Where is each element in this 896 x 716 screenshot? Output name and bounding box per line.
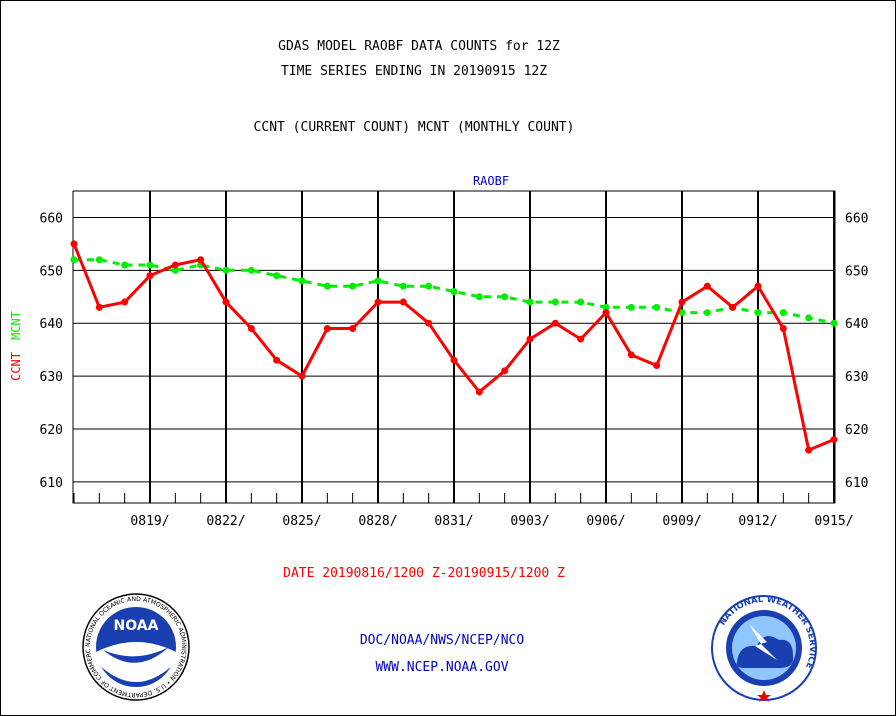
data-point-ccnt [526, 335, 534, 343]
data-point-ccnt [197, 256, 205, 264]
data-point-mcnt [475, 293, 483, 301]
x-tick-label: 0903/ [510, 514, 549, 529]
data-point-mcnt [298, 277, 306, 285]
data-point-ccnt [121, 298, 129, 306]
y-axis-label-mcnt: MCNT [9, 311, 23, 340]
y-tick-label-right: 620 [845, 423, 868, 438]
data-point-ccnt [703, 282, 711, 290]
y-tick-label-left: 620 [40, 423, 63, 438]
y-tick-label-left: 650 [40, 264, 63, 279]
x-tick-label: 0825/ [282, 514, 321, 529]
noaa-wordmark: NOAA [114, 618, 159, 634]
data-point-ccnt [501, 367, 509, 375]
data-point-mcnt [754, 309, 762, 317]
x-tick-label: 0831/ [434, 514, 473, 529]
data-point-ccnt [425, 319, 433, 327]
noaa-logo: NOAA NATIONAL OCEANIC AND ATMOSPHERIC AD… [81, 592, 190, 701]
nws-logo: NATIONAL WEATHER SERVICE [711, 595, 817, 702]
data-point-mcnt [627, 303, 635, 311]
data-point-mcnt [526, 298, 534, 306]
data-point-mcnt [222, 266, 230, 274]
data-point-mcnt [678, 309, 686, 317]
org-label: DOC/NOAA/NWS/NCEP/NCO [359, 633, 525, 648]
x-tick-label: 0909/ [662, 514, 701, 529]
y-tick-label-left: 660 [40, 211, 63, 226]
data-point-ccnt [830, 436, 838, 444]
data-point-ccnt [171, 261, 179, 269]
x-tick-label: 0906/ [586, 514, 625, 529]
chart-title-line2: TIME SERIES ENDING IN 20190915 12Z [280, 64, 548, 79]
data-point-mcnt [95, 256, 103, 264]
data-point-ccnt [323, 324, 331, 332]
y-tick-label-right: 630 [845, 370, 868, 385]
data-point-ccnt [222, 298, 230, 306]
data-point-ccnt [475, 388, 483, 396]
url-link[interactable]: WWW.NCEP.NOAA.GOV [375, 660, 509, 675]
data-point-mcnt [70, 256, 78, 264]
data-point-mcnt [501, 293, 509, 301]
data-point-mcnt [349, 282, 357, 290]
data-point-ccnt [399, 298, 407, 306]
data-point-mcnt [374, 277, 382, 285]
data-point-ccnt [754, 282, 762, 290]
data-point-ccnt [678, 298, 686, 306]
data-point-mcnt [450, 287, 458, 295]
y-tick-label-left: 640 [40, 317, 63, 332]
data-point-ccnt [146, 272, 154, 280]
data-point-ccnt [247, 324, 255, 332]
data-point-ccnt [273, 356, 281, 364]
data-point-ccnt [729, 303, 737, 311]
data-point-mcnt [171, 266, 179, 274]
data-point-ccnt [374, 298, 382, 306]
x-tick-label: 0828/ [358, 514, 397, 529]
y-tick-label-right: 650 [845, 264, 868, 279]
data-point-mcnt [653, 303, 661, 311]
data-point-mcnt [703, 309, 711, 317]
data-point-mcnt [146, 261, 154, 269]
y-tick-label-right: 640 [845, 317, 868, 332]
data-point-ccnt [349, 324, 357, 332]
chart-subtitle: CCNT (CURRENT COUNT) MCNT (MONTHLY COUNT… [253, 120, 575, 135]
data-point-mcnt [805, 314, 813, 322]
y-tick-label-left: 630 [40, 370, 63, 385]
data-point-ccnt [805, 446, 813, 454]
data-point-mcnt [602, 303, 610, 311]
x-tick-label: 0819/ [130, 514, 169, 529]
y-tick-label-left: 610 [40, 476, 63, 491]
data-point-ccnt [95, 303, 103, 311]
data-point-mcnt [121, 261, 129, 269]
data-point-ccnt [551, 319, 559, 327]
data-point-mcnt [830, 319, 838, 327]
y-tick-label-right: 610 [845, 476, 868, 491]
data-point-ccnt [653, 362, 661, 370]
x-tick-label: 0915/ [814, 514, 853, 529]
data-point-ccnt [779, 324, 787, 332]
data-point-mcnt [247, 266, 255, 274]
x-tick-label: 0912/ [738, 514, 777, 529]
data-point-ccnt [450, 356, 458, 364]
chart-title-line1: GDAS MODEL RAOBF DATA COUNTS for 12Z [278, 39, 560, 54]
data-point-ccnt [298, 372, 306, 380]
data-point-mcnt [273, 272, 281, 280]
data-point-ccnt [627, 351, 635, 359]
y-axis-label: CCNT MCNT [9, 311, 23, 381]
data-point-ccnt [577, 335, 585, 343]
y-tick-label-right: 660 [845, 211, 868, 226]
data-point-mcnt [323, 282, 331, 290]
y-axis-label-ccnt: CCNT [9, 352, 23, 381]
data-point-mcnt [779, 309, 787, 317]
data-point-mcnt [551, 298, 559, 306]
panel-title: RAOBF [473, 174, 509, 188]
data-point-mcnt [399, 282, 407, 290]
date-range-label: DATE 20190816/1200 Z-20190915/1200 Z [283, 566, 565, 581]
data-point-ccnt [70, 240, 78, 248]
x-tick-label: 0822/ [206, 514, 245, 529]
data-point-ccnt [602, 309, 610, 317]
data-point-mcnt [425, 282, 433, 290]
data-point-mcnt [577, 298, 585, 306]
